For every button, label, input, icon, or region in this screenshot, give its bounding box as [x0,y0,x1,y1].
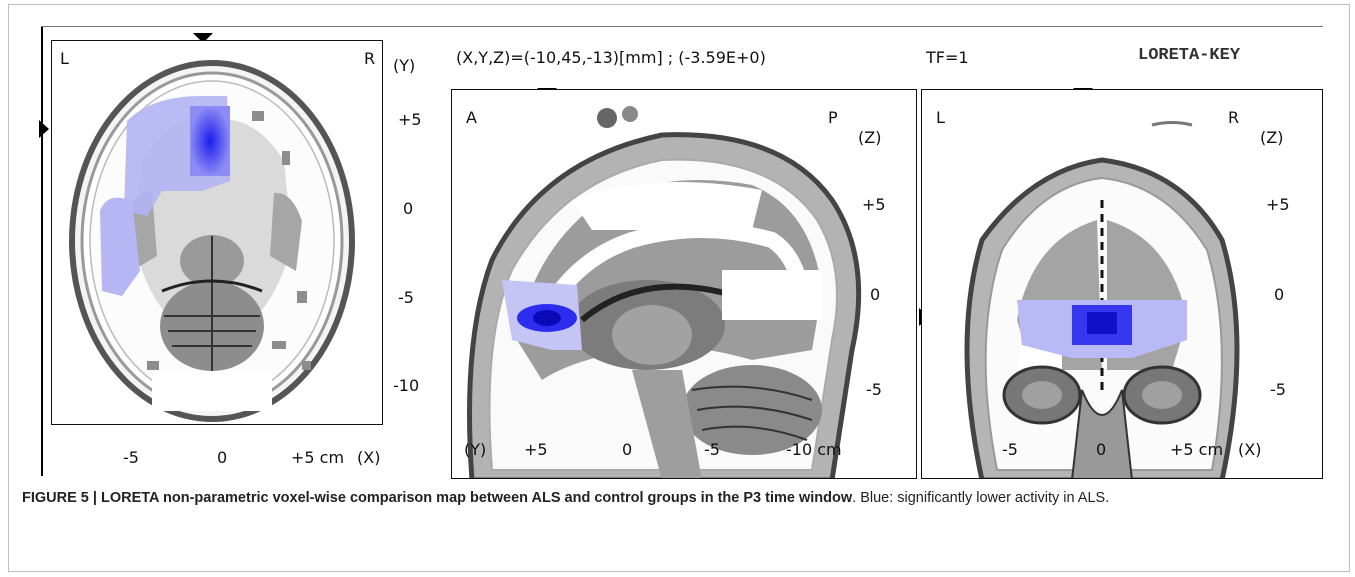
axial-y-tick: 0 [403,199,414,218]
sagittal-brain-slice [467,106,862,478]
axial-y-tick: +5 [398,110,422,129]
time-frame-label: TF=1 [926,48,969,67]
axial-x-tick: +5 cm [291,448,345,467]
sagittal-y-tick: 0 [622,440,633,459]
axial-position-marker-left[interactable] [39,120,49,138]
coronal-z-tick: -5 [1270,380,1286,399]
axial-y-axis-name: (Y) [393,56,416,75]
loreta-key-label: LORETA-KEY [1138,46,1241,65]
loreta-viewer: (X,Y,Z)=(-10,45,-13)[mm] ; (-3.59E+0) TF… [33,26,1323,481]
axial-y-tick: -10 [393,376,420,395]
coronal-x-tick: +5 cm [1170,440,1224,459]
axial-x-axis-name: (X) [357,448,381,467]
figure-caption: FIGURE 5 | LORETA non-parametric voxel-w… [22,487,1322,509]
coronal-brain-slice [964,121,1240,478]
coronal-left-label: L [936,108,945,127]
axial-x-tick: 0 [217,448,228,467]
axial-position-marker-top[interactable] [193,33,213,43]
sagittal-left-label: A [466,108,477,127]
axial-view-panel[interactable]: L R [51,40,383,425]
axial-right-label: R [364,49,376,68]
sagittal-y-tick: +5 [524,440,548,459]
viewer-top-border [41,26,1323,27]
sagittal-view-panel[interactable]: A P (Z) +5 0 -5 (Y) +5 0 -5 -10 cm [451,89,917,479]
coronal-z-tick: 0 [1274,285,1285,304]
axial-x-tick: -5 [123,448,139,467]
coronal-x-tick: 0 [1096,440,1107,459]
axial-brain-slice [69,60,355,422]
axial-left-label: L [60,49,69,68]
sagittal-y-tick: -5 [704,440,720,459]
sagittal-z-tick: -5 [866,380,882,399]
coronal-x-axis-name: (X) [1238,440,1262,459]
sagittal-z-tick: 0 [870,285,881,304]
coordinate-readout: (X,Y,Z)=(-10,45,-13)[mm] ; (-3.59E+0) [456,48,766,67]
sagittal-z-tick: +5 [862,195,886,214]
caption-rest: . Blue: significantly lower activity in … [852,490,1110,506]
axial-y-tick: -5 [398,288,414,307]
caption-lead: FIGURE 5 | LORETA non-parametric voxel-w… [22,490,853,506]
sagittal-z-axis-name: (Z) [858,128,882,147]
sagittal-right-label: P [828,108,838,127]
coronal-x-tick: -5 [1002,440,1018,459]
coronal-z-tick: +5 [1266,195,1290,214]
sagittal-y-tick: -10 cm [786,440,842,459]
sagittal-y-axis-name: (Y) [464,440,487,459]
coronal-z-axis-name: (Z) [1260,128,1284,147]
viewer-left-border [41,26,43,476]
coronal-view-panel[interactable]: L R (Z) +5 0 -5 -5 0 +5 cm (X) [921,89,1323,479]
coronal-right-label: R [1228,108,1240,127]
